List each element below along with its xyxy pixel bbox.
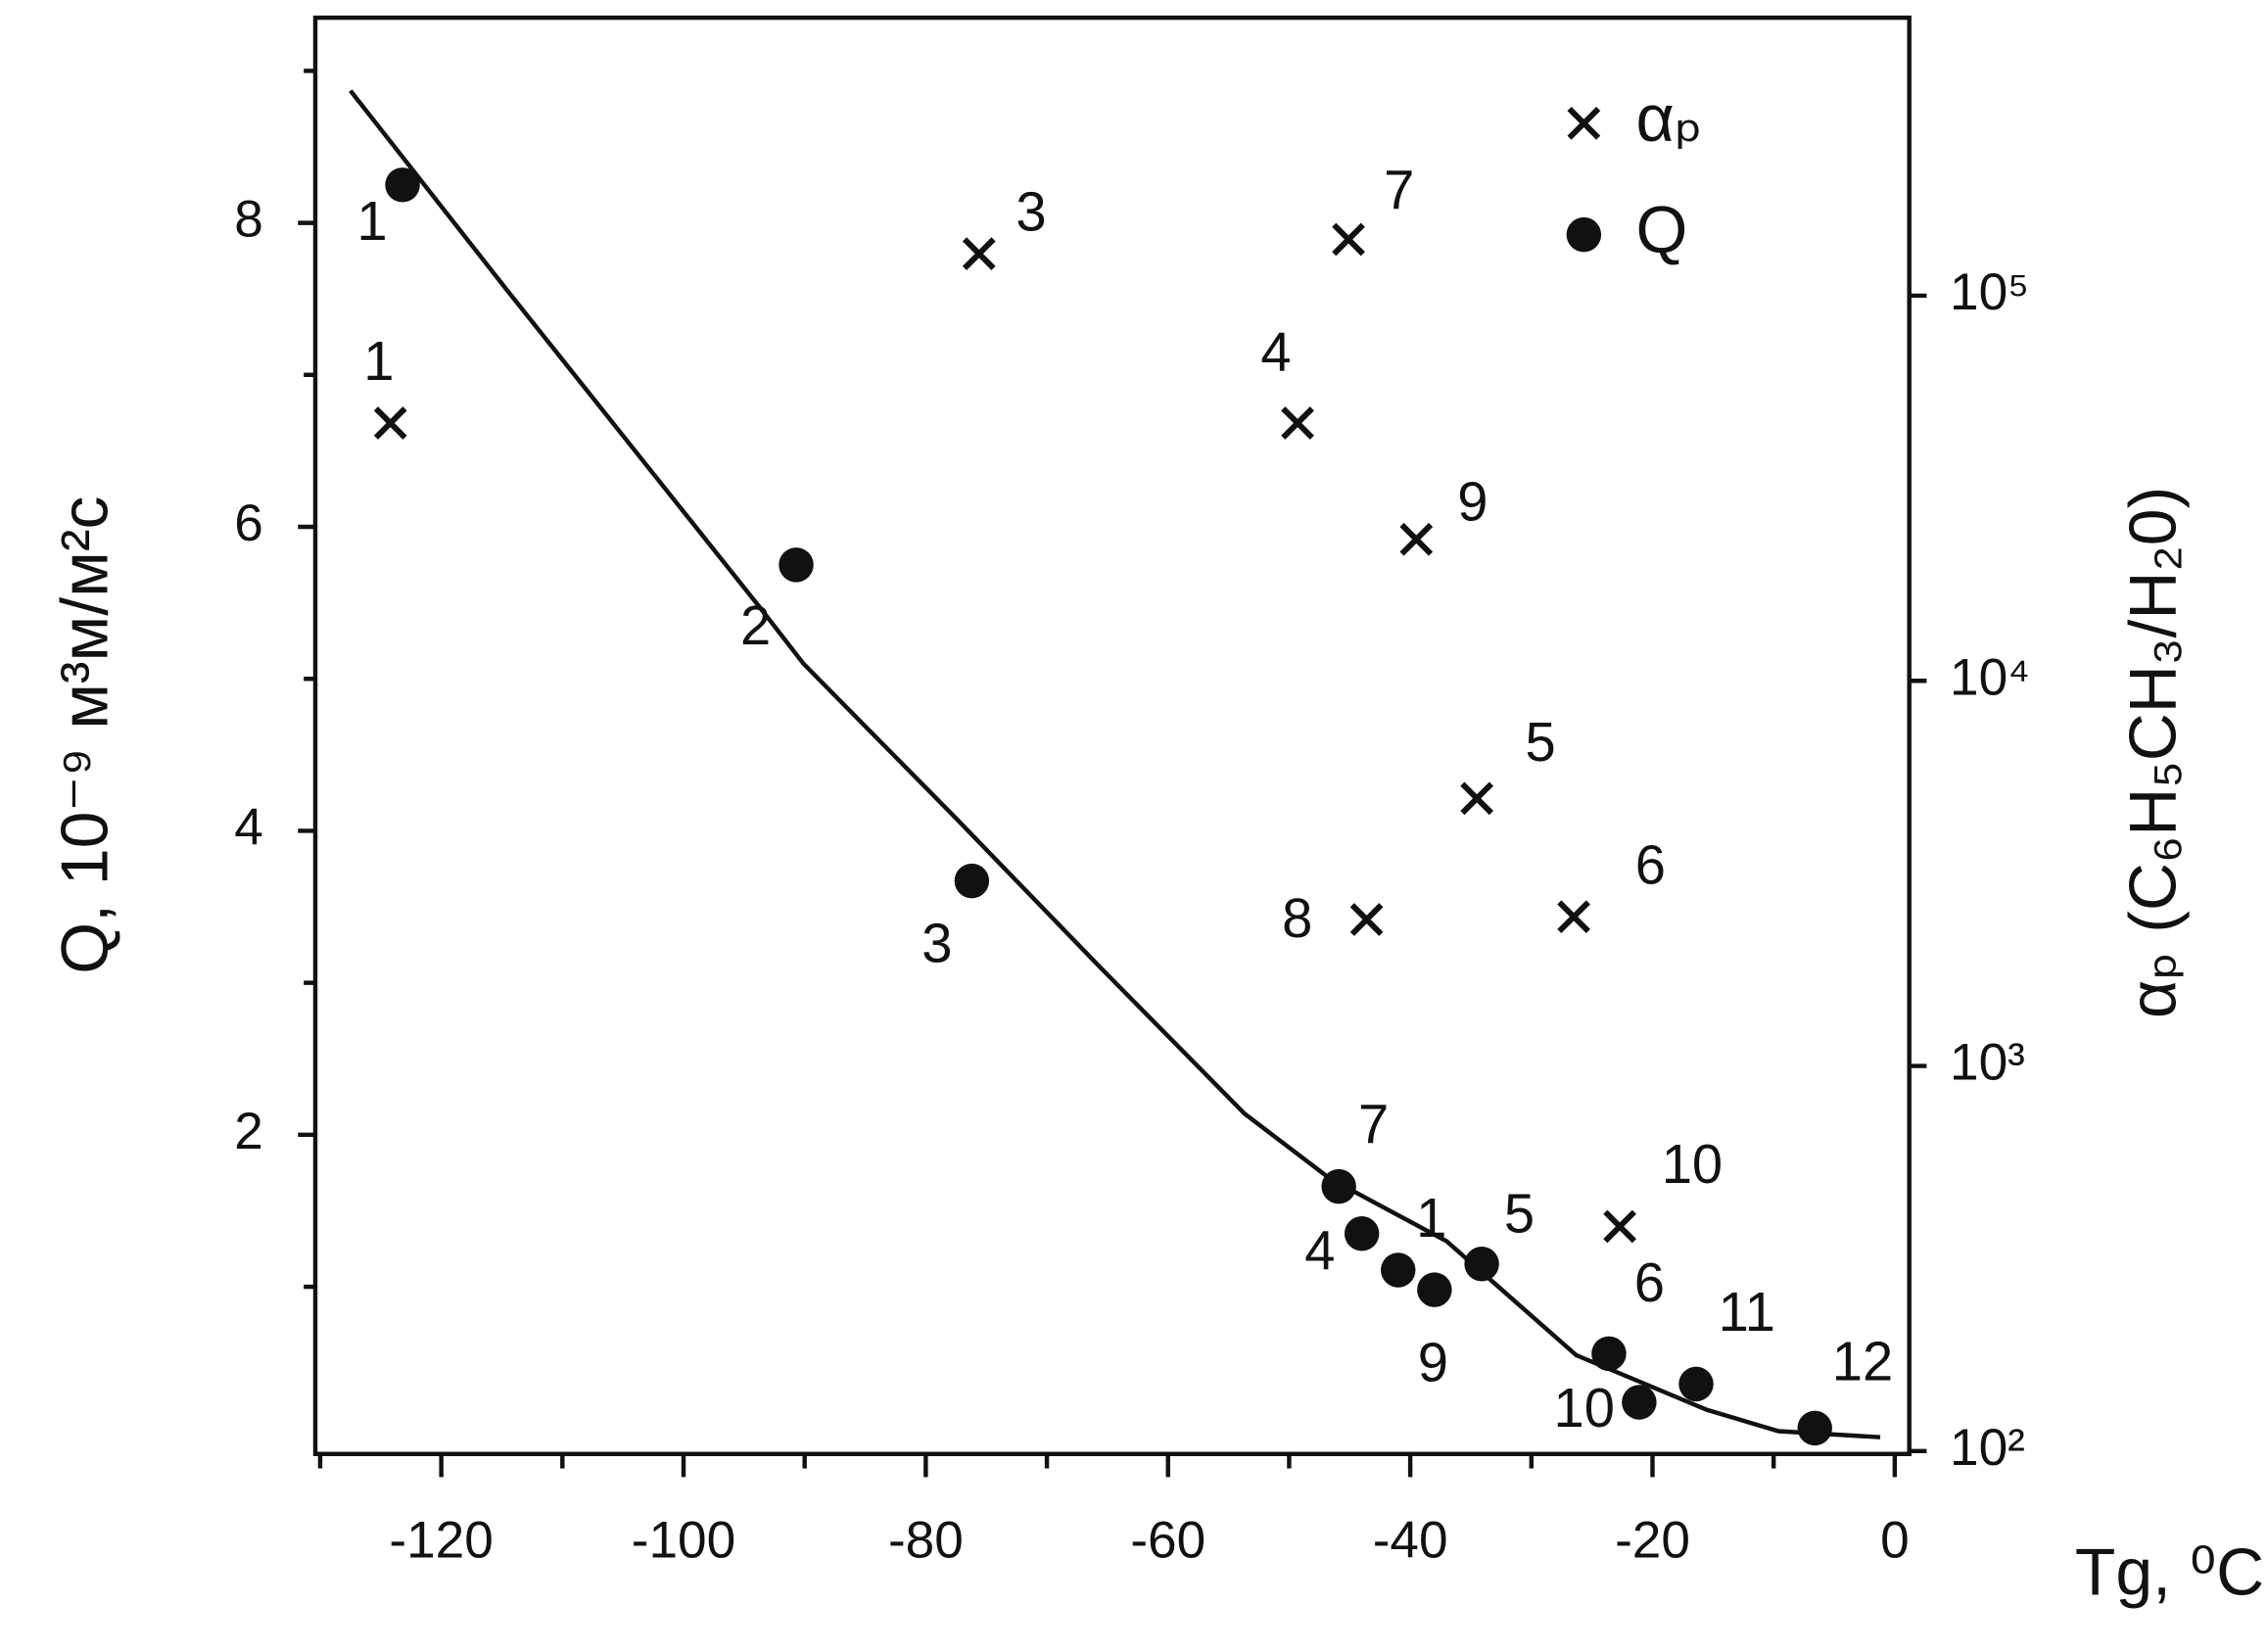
x-tick-label: -40 — [1373, 1511, 1448, 1569]
legend-marker — [1566, 216, 1602, 253]
y2-tick-label: 10⁵ — [1950, 263, 2029, 321]
point — [1622, 1385, 1657, 1420]
y2-tick-label: 10⁴ — [1950, 648, 2030, 706]
point-label: 1 — [1416, 1187, 1446, 1249]
x-tick-label: -20 — [1615, 1511, 1690, 1569]
legend-label: αₚ — [1636, 81, 1703, 156]
point-label: 6 — [1635, 833, 1666, 895]
point — [1281, 406, 1314, 440]
point-label: 9 — [1457, 471, 1488, 533]
point — [1332, 222, 1365, 257]
point-label: 3 — [921, 912, 952, 973]
y-tick-label: 2 — [234, 1103, 263, 1160]
point-label: 3 — [1016, 181, 1046, 243]
point-label: 11 — [1719, 1281, 1775, 1343]
y-tick-label: 8 — [234, 191, 263, 249]
point-label: 1 — [363, 330, 394, 392]
y2-tick-label: 10² — [1950, 1419, 2025, 1477]
point — [1557, 900, 1590, 934]
point — [954, 863, 990, 899]
point — [1349, 903, 1384, 936]
point-label: 7 — [1384, 160, 1414, 221]
point — [1464, 1247, 1499, 1282]
x-tick-label: -60 — [1130, 1511, 1205, 1569]
point-label: 2 — [740, 594, 771, 656]
point — [1797, 1410, 1832, 1446]
point — [1603, 1209, 1636, 1244]
point — [1399, 522, 1434, 556]
point — [779, 547, 814, 583]
point — [1381, 1252, 1416, 1288]
point — [1344, 1216, 1380, 1251]
point-label: 8 — [1282, 887, 1312, 949]
plot-frame — [312, 15, 1912, 1456]
y-axis-title: Q, 10⁻⁹ м³м/м²с — [48, 496, 122, 974]
y2-axis-title: αₚ (C₆H₅CH₃/H₂0) — [2116, 487, 2191, 1018]
point-label: 12 — [1832, 1331, 1893, 1392]
point-label: 10 — [1662, 1133, 1723, 1195]
x-axis-title: Tg, ⁰C — [2075, 1534, 2264, 1609]
point — [1460, 781, 1493, 816]
x-tick-label: -80 — [888, 1511, 964, 1569]
legend-label: Q — [1636, 193, 1688, 267]
y-tick-label: 6 — [234, 495, 263, 552]
y-tick-label: 4 — [234, 798, 263, 856]
point-label: 5 — [1526, 711, 1556, 773]
point-label: 7 — [1358, 1093, 1389, 1155]
point — [385, 167, 420, 203]
point-label: 6 — [1634, 1251, 1665, 1313]
point — [1321, 1168, 1356, 1204]
point — [962, 237, 996, 270]
legend-marker — [1567, 107, 1601, 140]
point-label: 1 — [356, 190, 387, 252]
point-label: 5 — [1504, 1182, 1535, 1244]
point-label: 4 — [1260, 321, 1291, 383]
fit-line — [349, 89, 1881, 1439]
x-tick-label: -100 — [632, 1511, 735, 1569]
point-label: 10 — [1554, 1377, 1615, 1439]
point — [1417, 1272, 1452, 1307]
y2-tick-label: 10³ — [1950, 1034, 2025, 1092]
point-label: 9 — [1418, 1331, 1448, 1392]
x-tick-label: 0 — [1880, 1511, 1910, 1569]
x-tick-label: -120 — [389, 1511, 493, 1569]
point-label: 4 — [1304, 1220, 1335, 1282]
point — [373, 406, 407, 440]
point — [1591, 1336, 1627, 1372]
point — [1678, 1366, 1714, 1402]
